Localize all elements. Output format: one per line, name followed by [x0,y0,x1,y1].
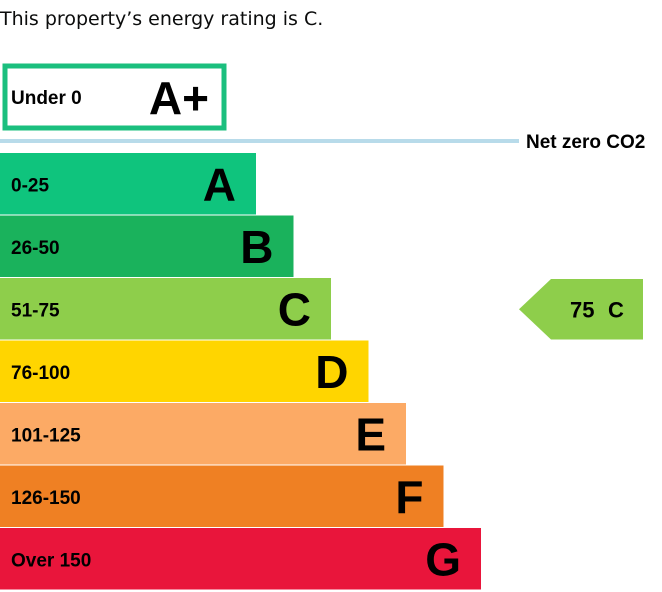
band-g-letter: G [425,533,461,585]
band-d-range: 76-100 [11,363,70,384]
band-c-range: 51-75 [11,300,60,321]
band-a-plus-box [2,63,227,131]
current-rating-arrow [519,279,643,340]
band-g-bar [0,528,481,590]
band-g-range: Over 150 [11,550,91,571]
band-e-range: 101-125 [11,425,81,446]
rating-bands: 0-25 A 26-50 B 51-75 C 76-100 D 101-125 E 126-150 F… [0,153,481,590]
band-d-letter: D [315,346,348,398]
band-c-letter: C [278,283,311,335]
current-rating-letter: C [608,297,624,322]
band-b-range: 26-50 [11,238,60,259]
band-c-bar [0,278,331,340]
band-f-range: 126-150 [11,488,81,509]
band-d-bar [0,340,369,402]
current-rating-marker: 75 C [519,279,643,340]
band-a-range: 0-25 [11,175,49,196]
band-b-bar [0,215,294,277]
band-a-letter: A [203,158,236,210]
net-zero-label: Net zero CO2 [526,132,645,153]
band-a-bar [0,153,256,215]
band-f-letter: F [395,471,423,523]
band-a-plus-letter: A+ [149,72,209,124]
band-e-letter: E [355,408,386,460]
current-rating-score: 75 [570,297,594,322]
band-a-plus-range: Under 0 [11,88,82,109]
band-f-bar [0,465,444,527]
band-e-bar [0,403,406,465]
band-b-letter: B [240,221,273,273]
energy-rating-intro: This property’s energy rating is C. [0,8,324,30]
band-a-plus: Under 0 A+ [2,63,227,131]
